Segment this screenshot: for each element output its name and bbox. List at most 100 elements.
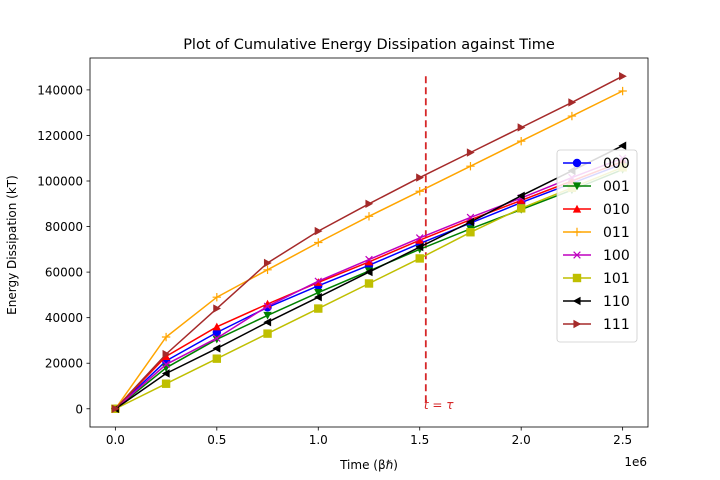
x-tick-label: 2.5 — [613, 433, 632, 447]
y-tick-label: 120000 — [37, 129, 83, 143]
legend-label: 000 — [603, 156, 630, 172]
data-point — [364, 212, 374, 221]
legend-label: 100 — [603, 248, 630, 264]
data-point — [572, 204, 582, 213]
data-point — [213, 334, 221, 342]
y-tick-label: 20000 — [45, 357, 83, 371]
series-110 — [111, 141, 627, 413]
data-point — [573, 251, 581, 259]
data-point — [415, 242, 424, 252]
data-point — [466, 161, 475, 171]
series-111 — [111, 72, 627, 413]
tau-reference-label: t = τ — [424, 398, 454, 412]
y-tick-label: 80000 — [45, 220, 83, 234]
data-point — [415, 234, 424, 242]
data-point — [212, 322, 222, 331]
data-point — [415, 254, 424, 263]
chart-title: Plot of Cumulative Energy Dissipation ag… — [183, 37, 555, 53]
x-tick-label: 1.0 — [309, 433, 328, 447]
data-point — [365, 199, 374, 208]
data-point — [314, 277, 323, 286]
data-point — [573, 319, 582, 329]
data-point — [162, 360, 170, 369]
data-point — [517, 123, 526, 132]
data-point — [572, 273, 582, 283]
data-point — [314, 289, 323, 297]
data-point — [162, 349, 171, 359]
legend-item-111: 111 — [563, 317, 630, 333]
legend-label: 010 — [603, 202, 630, 218]
y-axis-label: Energy Dissipation (kT) — [5, 175, 19, 315]
data-point — [263, 265, 272, 275]
legend-label: 110 — [603, 294, 630, 310]
x-tick-label: 1.5 — [410, 433, 429, 447]
data-point — [572, 158, 582, 168]
plot-frame — [89, 57, 649, 428]
legend-item-001: 001 — [563, 179, 630, 195]
data-point — [364, 267, 373, 277]
x-tick-label: 0.5 — [207, 433, 226, 447]
data-point — [263, 318, 272, 327]
data-point — [364, 257, 374, 266]
legend-label: 011 — [603, 225, 630, 241]
data-point — [567, 111, 577, 121]
data-point — [314, 292, 322, 302]
data-point — [212, 328, 222, 337]
x-axis-offset-label: 1e6 — [624, 455, 647, 469]
data-point — [572, 182, 582, 191]
data-point — [618, 86, 627, 96]
data-point — [263, 258, 272, 268]
data-point — [415, 236, 424, 244]
data-point — [416, 173, 424, 182]
data-point — [314, 238, 323, 247]
data-point — [364, 279, 374, 288]
y-tick-label: 140000 — [37, 83, 83, 97]
data-point — [466, 148, 475, 157]
data-point — [619, 72, 627, 81]
legend-item-101: 101 — [563, 271, 630, 287]
data-point — [572, 227, 582, 237]
data-point — [263, 311, 272, 320]
data-point — [415, 187, 424, 196]
legend-box — [556, 149, 638, 343]
legend-item-011: 011 — [563, 225, 630, 241]
axes: 0.0 0.5 1.0 1.5 2.0 2.5 0 20000 40000 60000 80000 1… — [37, 57, 649, 447]
data-point — [212, 354, 222, 363]
data-point — [111, 404, 120, 413]
data-point — [212, 292, 222, 302]
data-point — [314, 304, 323, 313]
legend-item-000: 000 — [563, 156, 630, 172]
data-point — [618, 141, 627, 150]
data-point — [466, 217, 475, 227]
data-point — [314, 226, 323, 236]
y-tick-label: 60000 — [45, 266, 83, 280]
data-point — [161, 379, 171, 388]
legend: 000 001 010 011 100 101 110 111 — [556, 149, 638, 343]
legend-label: 101 — [603, 271, 630, 287]
x-axis-label: Time (βℏ) — [339, 458, 398, 472]
data-point — [516, 204, 526, 213]
data-point — [213, 304, 222, 313]
data-point — [365, 255, 373, 264]
legend-label: 111 — [603, 317, 630, 333]
data-point — [516, 191, 525, 201]
legend-item-110: 110 — [563, 294, 630, 310]
data-point — [572, 296, 581, 306]
data-point — [516, 136, 526, 146]
y-tick-label: 100000 — [37, 175, 83, 189]
plot-area: t = τ — [111, 72, 627, 413]
data-point — [161, 369, 170, 378]
data-point — [161, 332, 171, 342]
x-tick-label: 0.0 — [106, 433, 125, 447]
y-tick-label: 0 — [75, 402, 83, 416]
data-point — [212, 344, 221, 353]
x-tick-label: 2.0 — [512, 433, 531, 447]
data-point — [568, 98, 577, 107]
data-point — [516, 196, 526, 204]
legend-item-010: 010 — [563, 202, 630, 218]
data-point — [263, 302, 272, 311]
y-tick-label: 40000 — [45, 311, 83, 325]
legend-item-100: 100 — [563, 248, 630, 264]
data-point — [263, 329, 272, 338]
